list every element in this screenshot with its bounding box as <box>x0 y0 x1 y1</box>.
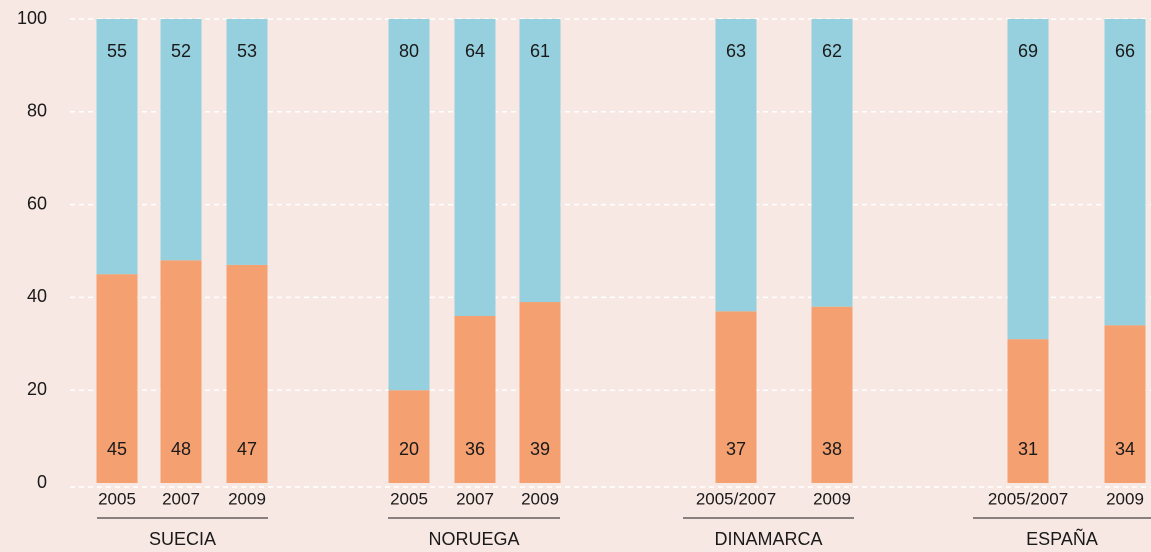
value-label: 34 <box>1115 439 1135 459</box>
group-label: NORUEGA <box>428 529 519 549</box>
y-tick-label: 40 <box>27 286 47 306</box>
bar-segment <box>388 390 430 483</box>
value-label: 48 <box>171 439 191 459</box>
x-tick-label: 2009 <box>521 489 559 508</box>
value-label: 37 <box>726 439 746 459</box>
group-label: ESPAÑA <box>1026 528 1098 549</box>
x-tick-label: 2005 <box>390 489 428 508</box>
value-label: 20 <box>399 439 419 459</box>
x-tick-label: 2007 <box>456 489 494 508</box>
value-label: 69 <box>1018 41 1038 61</box>
value-label: 62 <box>822 41 842 61</box>
y-tick-label: 100 <box>17 8 47 28</box>
value-label: 36 <box>465 439 485 459</box>
bar-segment <box>715 19 757 312</box>
value-label: 80 <box>399 41 419 61</box>
value-label: 55 <box>107 41 127 61</box>
x-tick-label: 2009 <box>813 489 851 508</box>
bar-segment <box>160 260 202 483</box>
value-label: 52 <box>171 41 191 61</box>
x-tick-label: 2005/2007 <box>696 489 776 508</box>
bar-segment <box>226 19 268 265</box>
bar-segment <box>160 19 202 261</box>
bar-segment <box>1007 19 1049 340</box>
bar-segment <box>715 311 757 483</box>
y-tick-label: 80 <box>27 101 47 121</box>
bar-segment <box>519 302 561 483</box>
group-label: DINAMARCA <box>714 529 822 549</box>
bar-segment <box>519 19 561 303</box>
value-label: 47 <box>237 439 257 459</box>
y-tick-label: 0 <box>37 472 47 492</box>
bar-segment <box>388 19 430 391</box>
x-tick-label: 2009 <box>1106 489 1144 508</box>
bar-segment <box>811 306 853 483</box>
value-label: 64 <box>465 41 485 61</box>
x-tick-label: 2009 <box>228 489 266 508</box>
x-tick-label: 2005 <box>98 489 136 508</box>
value-label: 63 <box>726 41 746 61</box>
value-label: 38 <box>822 439 842 459</box>
value-label: 39 <box>530 439 550 459</box>
bar-segment <box>226 264 268 483</box>
value-label: 61 <box>530 41 550 61</box>
bar-segment <box>454 315 496 483</box>
y-tick-label: 20 <box>27 379 47 399</box>
value-label: 45 <box>107 439 127 459</box>
value-label: 53 <box>237 41 257 61</box>
x-tick-label: 2005/2007 <box>988 489 1068 508</box>
bar-segment <box>96 274 138 483</box>
bar-segment <box>96 19 138 275</box>
bar-segment <box>1104 325 1146 483</box>
bar-segment <box>1007 339 1049 483</box>
bar-segment <box>1104 19 1146 326</box>
value-label: 66 <box>1115 41 1135 61</box>
group-label: SUECIA <box>149 529 216 549</box>
bar-segment <box>811 19 853 307</box>
bar-segment <box>454 19 496 316</box>
y-tick-label: 60 <box>27 193 47 213</box>
x-tick-label: 2007 <box>162 489 200 508</box>
value-label: 31 <box>1018 439 1038 459</box>
